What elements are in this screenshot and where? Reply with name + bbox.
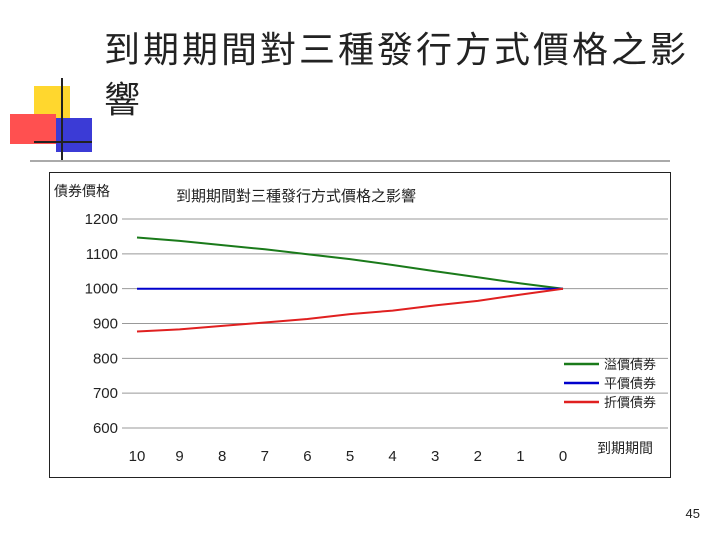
y-tick-label: 600 — [93, 420, 118, 437]
chart-title: 到期期間對三種發行方式價格之影響 — [176, 187, 416, 205]
logo-horizontal-line — [34, 141, 92, 143]
x-axis-title: 到期期間 — [597, 441, 653, 457]
line-chart: 債券價格 到期期間對三種發行方式價格之影響 到期期間 1200110010009… — [54, 183, 668, 465]
y-tick-label: 900 — [93, 316, 118, 333]
x-tick-label: 5 — [346, 448, 354, 465]
x-tick-label: 2 — [474, 448, 482, 465]
x-tick-label: 9 — [175, 448, 183, 465]
x-tick-label: 1 — [516, 448, 524, 465]
y-tick-label: 1100 — [86, 246, 118, 263]
x-tick-label: 8 — [218, 448, 226, 465]
x-tick-label: 7 — [261, 448, 269, 465]
x-tick-label: 3 — [431, 448, 439, 465]
chart-frame: 債券價格 到期期間對三種發行方式價格之影響 到期期間 1200 1100 1000 9… — [49, 172, 671, 478]
legend-label: 折價債券 — [604, 395, 656, 411]
y-tick-label: 1000 — [85, 281, 118, 298]
slide-title: 到期期間對三種發行方式價格之影響 — [104, 30, 690, 121]
y-tick-label: 800 — [93, 350, 118, 367]
x-tick-label: 4 — [388, 448, 396, 465]
series-line-3 — [136, 287, 564, 333]
series-line-1 — [136, 236, 564, 290]
x-tick-label: 10 — [129, 448, 146, 465]
y-axis-title: 債券價格 — [54, 183, 110, 200]
title-divider — [30, 160, 670, 162]
x-tick-label: 0 — [559, 448, 567, 465]
y-tick-label: 700 — [93, 385, 118, 402]
logo-red-square — [10, 114, 56, 144]
legend-label: 溢價債券 — [604, 357, 656, 373]
legend-label: 平價債券 — [604, 376, 656, 392]
page-number: 45 — [685, 506, 700, 521]
logo-vertical-line — [61, 78, 63, 160]
x-tick-label: 6 — [303, 448, 311, 465]
y-tick-label: 1200 — [85, 211, 118, 228]
